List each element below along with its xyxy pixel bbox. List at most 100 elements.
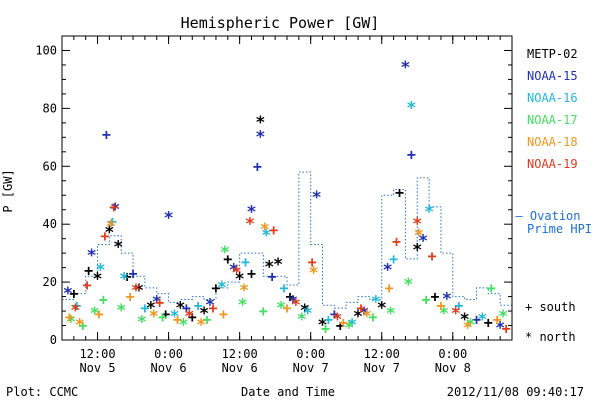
data-point: + xyxy=(321,319,330,337)
data-point: * xyxy=(439,304,449,324)
data-point: * xyxy=(119,269,129,289)
symbol-legend-entry: * north xyxy=(525,330,576,344)
data-points-layer: ++ ***+** + * + *++* +***+** + * *+*+* +**+*+**+ **… xyxy=(63,58,511,339)
legend-entry: NOAA-15 xyxy=(527,69,578,83)
data-point: * xyxy=(175,298,185,318)
data-point: * xyxy=(95,261,105,281)
data-point: + xyxy=(158,308,167,326)
data-point: * xyxy=(276,298,286,318)
data-point: + xyxy=(223,250,232,268)
data-point: + xyxy=(109,198,118,216)
data-point: * xyxy=(196,316,206,336)
data-point: + xyxy=(487,279,496,297)
data-point: * xyxy=(332,310,342,330)
x-tick-label-date: Nov 7 xyxy=(364,361,400,375)
data-point: * xyxy=(460,310,470,330)
symbol-legend-entry: + south xyxy=(525,300,576,314)
data-point: + xyxy=(472,311,481,329)
data-point: + xyxy=(493,311,502,329)
footer-timestamp: 2012/11/08 09:40:17 xyxy=(447,385,584,399)
data-point: * xyxy=(163,209,173,229)
data-point: * xyxy=(362,307,372,327)
data-point: * xyxy=(288,292,298,312)
data-point: + xyxy=(108,212,117,230)
x-tick-label-time: 0:00 xyxy=(296,347,325,361)
data-point: + xyxy=(65,308,74,326)
data-point: + xyxy=(129,264,138,282)
y-tick-label: 20 xyxy=(43,275,57,289)
x-axis-label: Date and Time xyxy=(241,385,335,399)
legend: METP-02 NOAA-15 NOAA-16 NOAA-17 NOAA-18 NOAA-… xyxy=(527,47,578,171)
data-point: * xyxy=(303,304,313,324)
x-tick-label-date: Nov 6 xyxy=(151,361,187,375)
data-point: * xyxy=(116,301,126,321)
data-point: * xyxy=(169,307,179,327)
ovation-legend-line1: — Ovation xyxy=(515,209,580,223)
data-point: * xyxy=(89,304,99,324)
data-point: * xyxy=(178,316,188,336)
data-point: + xyxy=(123,267,132,285)
data-point: * xyxy=(383,261,393,281)
data-point: + xyxy=(368,308,377,326)
data-point: + xyxy=(407,146,416,164)
data-point: * xyxy=(317,316,327,336)
data-point: * xyxy=(403,275,413,295)
data-point: * xyxy=(152,292,162,312)
y-tick-label: 0 xyxy=(50,333,57,347)
data-point: * xyxy=(385,304,395,324)
data-point: + xyxy=(324,311,333,329)
data-point: * xyxy=(291,295,301,315)
data-point: + xyxy=(330,305,339,323)
data-point: * xyxy=(104,223,114,243)
data-point: + xyxy=(259,302,268,320)
data-point: * xyxy=(199,304,209,324)
data-point: * xyxy=(86,246,96,266)
data-point: + xyxy=(182,299,191,317)
data-point: + xyxy=(280,279,289,297)
data-point: + xyxy=(268,267,277,285)
data-point: + xyxy=(389,250,398,268)
data-point: * xyxy=(462,319,472,339)
data-point: * xyxy=(237,295,247,315)
data-point: + xyxy=(454,296,463,314)
legend-entry: NOAA-16 xyxy=(527,91,578,105)
footer-plot-credit: Plot: CCMC xyxy=(6,385,78,399)
data-point: * xyxy=(260,220,270,240)
x-tick-label-time: 0:00 xyxy=(438,347,467,361)
data-point: + xyxy=(211,279,220,297)
data-point: + xyxy=(188,308,197,326)
data-point: + xyxy=(269,221,278,239)
data-point: * xyxy=(412,240,422,260)
data-point: * xyxy=(232,264,242,284)
data-point: * xyxy=(113,237,123,257)
data-point: * xyxy=(309,264,319,284)
data-point: + xyxy=(308,253,317,271)
data-point: + xyxy=(241,253,250,271)
data-point: * xyxy=(255,127,265,147)
data-point: + xyxy=(247,264,256,282)
data-point: * xyxy=(414,226,424,246)
data-point: + xyxy=(431,288,440,306)
data-point: * xyxy=(255,113,265,133)
data-point: + xyxy=(100,227,109,245)
plot-frame xyxy=(61,35,513,341)
x-tick-label-date: Nov 5 xyxy=(79,361,115,375)
data-point: * xyxy=(412,214,422,234)
legend-entry: NOAA-19 xyxy=(527,157,578,171)
data-point: + xyxy=(194,296,203,314)
data-point: * xyxy=(220,243,230,263)
ovation-legend-line2: Prime HPI xyxy=(527,222,592,236)
data-point: * xyxy=(110,200,120,220)
data-point: * xyxy=(498,307,508,327)
chart-title: Hemispheric Power [GW] xyxy=(181,14,380,32)
data-point: + xyxy=(155,293,164,311)
data-point: * xyxy=(229,261,239,281)
data-point: * xyxy=(264,258,274,278)
ovation-hpi-line xyxy=(62,171,513,312)
data-point: * xyxy=(106,217,116,237)
data-point: * xyxy=(495,319,505,339)
data-point: + xyxy=(385,279,394,297)
data-point: * xyxy=(75,316,85,336)
x-tick-label-date: Nov 8 xyxy=(435,361,471,375)
